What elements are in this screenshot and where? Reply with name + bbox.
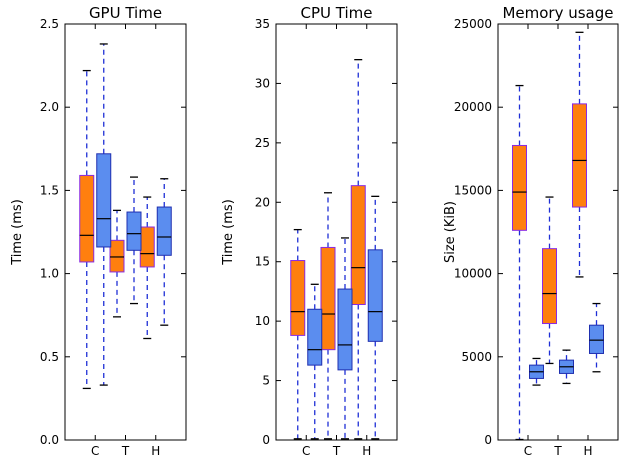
y-axis-label: Time (ms) (10, 199, 25, 266)
chart-title: GPU Time (89, 4, 162, 22)
x-tick-label: T (553, 444, 562, 457)
box-H-series-2 (156, 206, 172, 256)
box-T-series-1 (320, 246, 336, 351)
x-tick-label: C (91, 444, 99, 457)
box-C-series-1 (512, 144, 527, 231)
x-tick-label: H (583, 444, 592, 457)
y-tick-label: 5000 (461, 350, 492, 364)
y-tick-label: 25 (255, 136, 270, 150)
box-T-series-1 (109, 239, 125, 273)
box-C-series-2 (96, 153, 112, 248)
panel-2: CPU Time Time (ms) 0 5 10 15 20 25 30 35 C T H (221, 4, 398, 457)
y-tick-label: 10 (255, 314, 270, 328)
plot-frame (275, 23, 398, 441)
box-T-series-2 (126, 211, 142, 251)
box-T-series-2 (337, 288, 353, 371)
y-tick-label: 2.0 (40, 100, 59, 114)
y-tick-label: 0.0 (40, 433, 59, 447)
box-C-series-1 (79, 174, 95, 263)
panel-1: GPU Time Time (ms) 0.0 0.5 1.0 1.5 2.0 2.5 C T H (10, 4, 187, 457)
y-tick-label: 1.0 (40, 267, 59, 281)
y-tick-label: 25000 (454, 17, 492, 31)
x-tick-label: T (332, 444, 341, 457)
y-tick-label: 20 (255, 195, 270, 209)
y-tick-label: 2.5 (40, 17, 59, 31)
y-tick-label: 20000 (454, 100, 492, 114)
y-axis-label: Time (ms) (221, 199, 236, 266)
panel-3: Memory usage Size (KiB) 0 5000 10000 15000 200… (443, 4, 619, 457)
y-tick-label: 10000 (454, 267, 492, 281)
chart-title: Memory usage (502, 4, 613, 22)
y-tick-label: 30 (255, 76, 270, 90)
y-tick-label: 0 (484, 433, 492, 447)
box-H-series-1 (572, 103, 587, 208)
y-tick-label: 15000 (454, 183, 492, 197)
x-tick-label: T (121, 444, 130, 457)
box-H-series-2 (367, 249, 383, 342)
chart-title: CPU Time (301, 4, 373, 22)
box-H-series-2 (589, 324, 604, 354)
box-C-series-1 (290, 260, 306, 336)
box-H-series-1 (139, 226, 155, 268)
box-H-series-1 (350, 185, 366, 306)
y-axis-label: Size (KiB) (443, 201, 458, 263)
y-tick-label: 0 (262, 433, 270, 447)
box-C-series-2 (307, 308, 323, 366)
y-tick-label: 1.5 (40, 183, 59, 197)
y-tick-label: 15 (255, 255, 270, 269)
y-tick-label: 35 (255, 17, 270, 31)
x-tick-label: H (151, 444, 160, 457)
x-tick-label: C (302, 444, 310, 457)
y-tick-label: 0.5 (40, 350, 59, 364)
plot-frame (497, 23, 619, 441)
x-tick-label: H (362, 444, 371, 457)
x-tick-label: C (524, 444, 532, 457)
box-T-series-1 (542, 248, 557, 325)
y-tick-label: 5 (262, 374, 270, 388)
